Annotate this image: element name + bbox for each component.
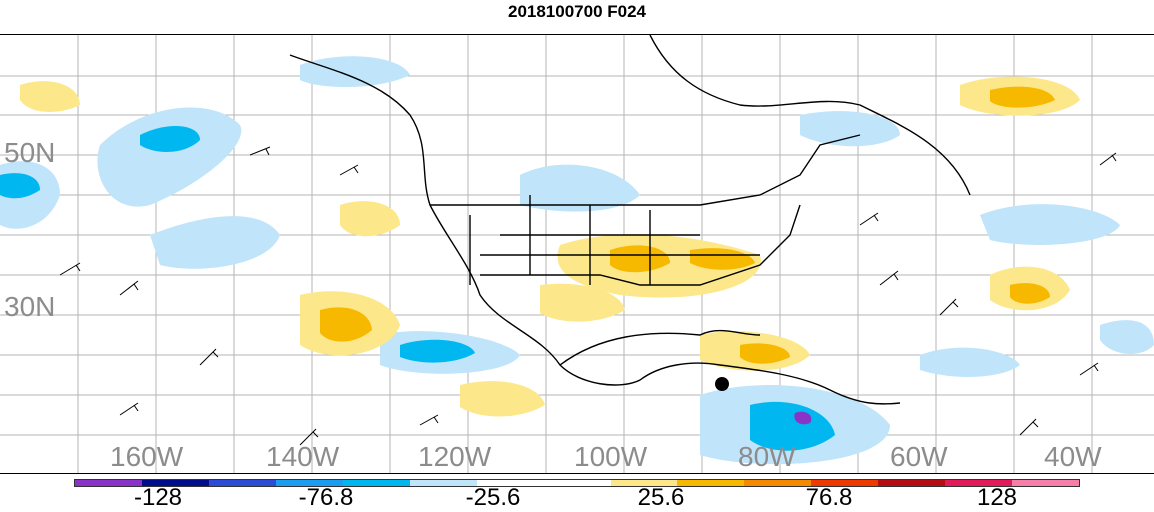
extreme-negative-core	[794, 411, 812, 425]
weather-map: 50N 30N 160W 140W 120W 100W 80W 60W 40W	[0, 34, 1154, 474]
lon-label-120w: 120W	[418, 441, 492, 472]
lat-label-30n: 30N	[4, 291, 56, 322]
color-scale-swatch	[610, 480, 678, 486]
lon-label-60w: 60W	[890, 441, 948, 472]
scale-label-25-6: 25.6	[637, 484, 685, 511]
color-scale-swatch	[476, 480, 544, 486]
lon-label-40w: 40W	[1044, 441, 1102, 472]
color-scale-swatch	[811, 480, 879, 486]
color-scale-swatch	[1012, 480, 1080, 486]
scale-label-neg76-8: -76.8	[298, 484, 354, 511]
color-scale-swatch	[878, 480, 946, 486]
color-scale-swatch	[409, 480, 477, 486]
lon-label-100w: 100W	[574, 441, 648, 472]
scale-label-76-8: 76.8	[805, 484, 853, 511]
scale-label-neg25-6: -25.6	[465, 484, 521, 511]
color-scale-swatch	[141, 480, 209, 486]
color-scale-swatch	[275, 480, 343, 486]
color-scale-bar	[74, 479, 1080, 487]
lon-label-80w: 80W	[738, 441, 796, 472]
color-scale-swatch	[945, 480, 1013, 486]
location-marker	[715, 377, 729, 391]
map-canvas	[0, 35, 1154, 473]
strong-positive-anomaly-fields	[320, 86, 1055, 364]
map-title: 2018100700 F024	[507, 2, 647, 21]
color-scale-swatch	[744, 480, 812, 486]
scale-label-128: 128	[976, 484, 1018, 511]
color-scale-swatch	[75, 480, 142, 486]
strong-negative-anomaly-fields	[0, 125, 835, 451]
lon-label-140w: 140W	[266, 441, 340, 472]
coastlines	[289, 35, 971, 405]
wind-barbs	[59, 146, 1117, 446]
color-scale-swatch	[543, 480, 611, 486]
lat-label-50n: 50N	[4, 137, 56, 168]
color-scale-swatch	[208, 480, 276, 486]
scale-label-neg128: -128	[133, 484, 183, 511]
lon-label-160w: 160W	[110, 441, 184, 472]
color-scale-swatch	[677, 480, 745, 486]
color-scale-swatch	[342, 480, 410, 486]
